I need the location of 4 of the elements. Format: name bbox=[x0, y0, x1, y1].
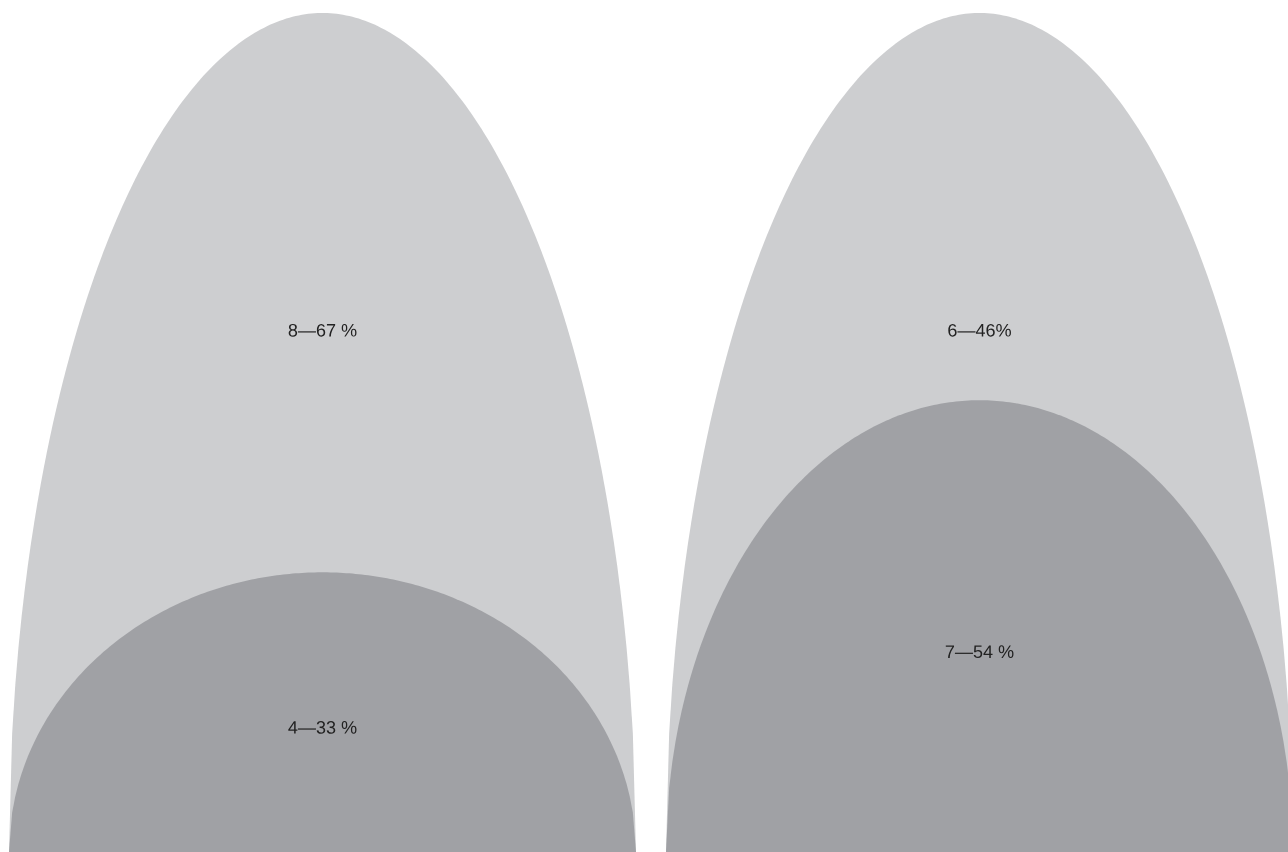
data-label: 4—33 % bbox=[288, 721, 357, 734]
data-label: 7—54 % bbox=[945, 645, 1014, 659]
data-label: 6—46% bbox=[948, 323, 1011, 337]
data-label: 8—67 % bbox=[288, 323, 357, 337]
